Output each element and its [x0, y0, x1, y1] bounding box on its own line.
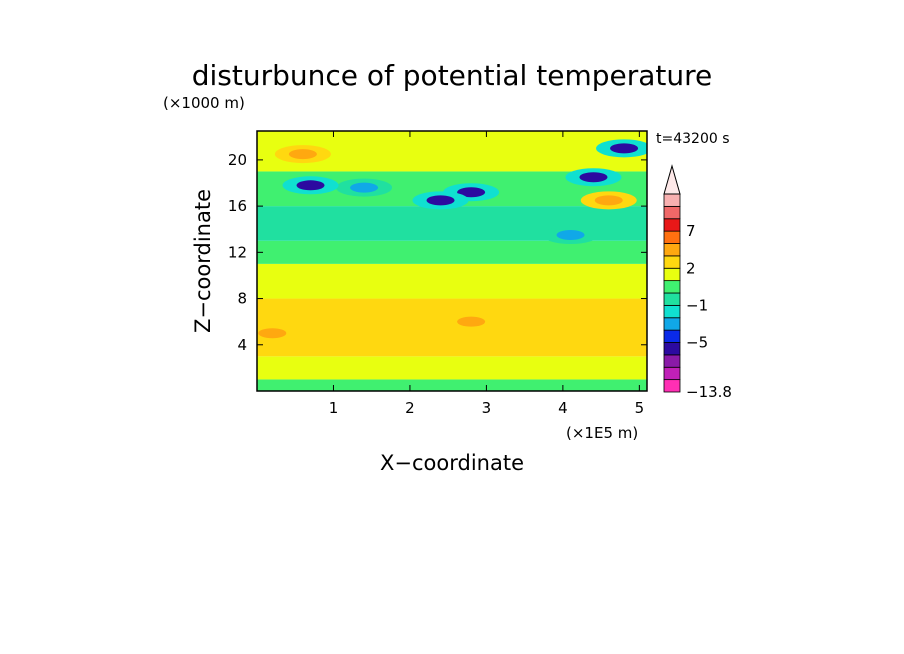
colorbar-swatch-12 — [663, 230, 681, 244]
feature-core-10 — [258, 328, 287, 339]
colorbar-label-1: 2 — [686, 259, 696, 277]
y-tick-label-2: 12 — [228, 243, 247, 261]
time-label: t=43200 s — [656, 131, 730, 147]
x-tick-label-3: 4 — [558, 399, 568, 417]
colorbar-swatch-1 — [663, 366, 681, 381]
x-tick-label-2: 3 — [482, 399, 492, 417]
feature-core-5 — [610, 143, 639, 154]
colorbar-swatch-5 — [663, 317, 681, 331]
field-band-1 — [257, 356, 647, 380]
colorbar-swatch-6 — [663, 304, 681, 319]
y-axis-label: Z−coordinate — [191, 189, 215, 333]
feature-core-6 — [579, 172, 608, 183]
x-axis: 1 2 3 4 5 — [329, 131, 644, 417]
feature-core-4 — [556, 230, 585, 240]
feature-core-3 — [296, 180, 325, 191]
colorbar-swatch-4 — [663, 329, 681, 343]
x-tick-label-0: 1 — [329, 399, 339, 417]
y-unit-label: (×1000 m) — [163, 94, 245, 112]
field-band-0 — [257, 379, 647, 391]
y-tick-label-0: 4 — [237, 336, 247, 354]
colorbar-swatch-10 — [663, 255, 681, 269]
colorbar-swatch-8 — [663, 280, 681, 294]
colorbar-swatch-0 — [663, 379, 681, 393]
field-band-3 — [257, 263, 647, 299]
feature-core-9 — [457, 316, 486, 327]
colorbar-swatch-13 — [663, 218, 681, 232]
colorbar-swatch-9 — [663, 267, 681, 282]
feature-core-0 — [457, 187, 486, 198]
feature-core-7 — [288, 149, 317, 160]
contour-field — [257, 131, 647, 391]
x-axis-label: X−coordinate — [380, 451, 524, 475]
colorbar-label-2: −1 — [686, 296, 708, 314]
plot-frame — [256, 130, 648, 392]
feature-core-8 — [594, 195, 623, 206]
colorbar-label-0: 7 — [686, 222, 696, 240]
x-tick-label-4: 5 — [635, 399, 645, 417]
colorbar-swatch-11 — [663, 243, 681, 257]
colorbar-swatch-14 — [663, 205, 681, 220]
field-band-4 — [257, 240, 647, 264]
colorbar-extend-arrow — [663, 164, 681, 195]
chart-title: disturbunce of potential temperature — [192, 59, 713, 92]
colorbar-swatch-7 — [663, 292, 681, 306]
colorbar-swatch-15 — [663, 193, 681, 207]
y-tick-label-4: 20 — [228, 151, 247, 169]
colorbar-label-4: −13.8 — [686, 383, 732, 401]
colorbar-swatch-3 — [663, 342, 681, 356]
y-axis: 4 8 12 16 20 — [228, 151, 647, 354]
y-tick-label-1: 8 — [237, 290, 247, 308]
colorbar-swatch-2 — [663, 354, 681, 368]
feature-core-1 — [426, 195, 455, 206]
x-tick-label-1: 2 — [405, 399, 415, 417]
y-tick-label-3: 16 — [228, 197, 247, 215]
x-unit-label: (×1E5 m) — [566, 424, 638, 442]
colorbar-label-3: −5 — [686, 334, 708, 352]
colorbar: 7 2 −1 −5 −13.8 — [663, 164, 732, 401]
feature-core-2 — [350, 182, 379, 193]
